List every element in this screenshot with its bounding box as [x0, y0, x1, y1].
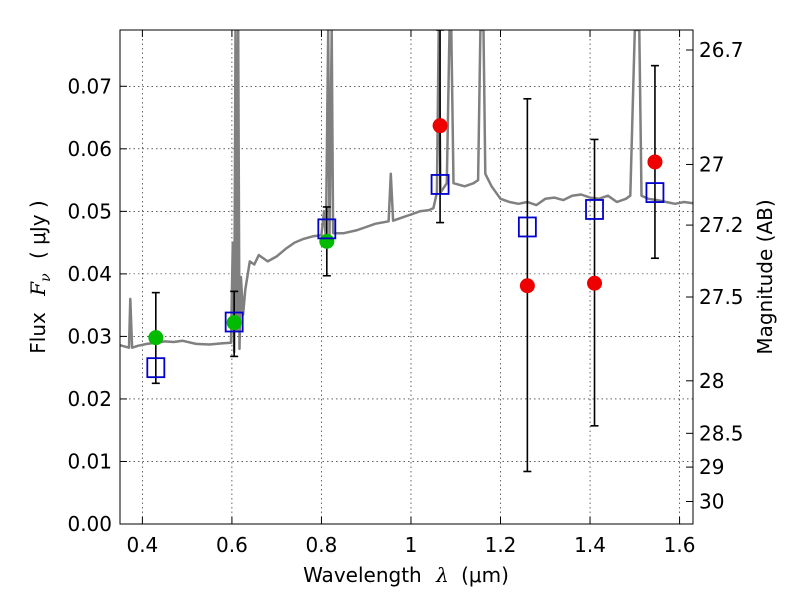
- y2-tick-label: 30: [699, 489, 724, 513]
- x-tick-label: 1: [405, 533, 418, 557]
- y-tick-label: 0.07: [67, 74, 112, 98]
- x-tick-label: 0.8: [306, 533, 338, 557]
- model-point: [585, 199, 604, 220]
- y-axis-title-prefix: Flux: [26, 312, 50, 354]
- y-axis-title-subscript: ν: [38, 273, 54, 282]
- y-axis-title: Flux Fν ( μJy ): [26, 200, 55, 353]
- x-axis-title-symbol: λ: [435, 563, 449, 587]
- y2-tick-label: 29: [699, 455, 724, 479]
- y-tick-label: 0.05: [67, 199, 112, 223]
- x-tick-label: 0.4: [126, 533, 158, 557]
- detection-point: [148, 330, 164, 346]
- y-tick-label: 0.02: [67, 387, 112, 411]
- y2-tick-label: 27.5: [699, 285, 744, 309]
- model-point: [317, 218, 337, 240]
- upper-limit-point: [432, 118, 448, 134]
- x-axis-title: Wavelength λ (μm): [303, 563, 509, 587]
- y2-tick-label: 27: [699, 152, 724, 176]
- y-axis-title-unit: ( μJy ): [26, 200, 50, 259]
- y-axis-title-symbol: F: [26, 281, 50, 297]
- y2-tick-label: 26.7: [699, 38, 744, 62]
- y-tick-label: 0.01: [67, 449, 112, 473]
- detection-point: [319, 233, 335, 249]
- x-tick-label: 1.2: [485, 533, 517, 557]
- plot-content: [120, 30, 693, 473]
- x-tick-label: 0.6: [216, 533, 248, 557]
- plot-background: [120, 30, 693, 524]
- x-axis-title-prefix: Wavelength: [303, 563, 422, 587]
- detection-point: [226, 315, 242, 331]
- upper-limit-point: [647, 154, 663, 170]
- model-point: [224, 311, 244, 333]
- grid: [120, 30, 693, 525]
- model-point: [645, 182, 665, 203]
- model-point: [146, 357, 166, 379]
- spectrum-line: [120, 30, 693, 354]
- x-axis-title-unit: (μm): [461, 563, 509, 587]
- y2-tick-label: 27.2: [699, 213, 744, 237]
- y-tick-label: 0.03: [67, 324, 112, 348]
- upper-limit-point: [587, 275, 603, 291]
- y-tick-label: 0.06: [67, 137, 112, 161]
- y2-tick-label: 28: [699, 369, 724, 393]
- axes: 0.4 0.6 0.8 1 1.2 1.4 1.6 0.00 0.01 0.02 0.03 0.04 0…: [67, 30, 744, 557]
- y2-tick-label: 28.5: [699, 421, 744, 445]
- model-point: [517, 216, 537, 238]
- y2-axis-title: Magnitude (AB): [753, 199, 777, 354]
- y-tick-label: 0.00: [67, 512, 112, 536]
- upper-limit-point: [519, 278, 535, 294]
- plot-frame: [119, 29, 694, 525]
- model-point: [430, 174, 450, 195]
- x-tick-label: 1.4: [574, 533, 606, 557]
- x-tick-label: 1.6: [664, 533, 696, 557]
- y-tick-label: 0.04: [67, 262, 112, 286]
